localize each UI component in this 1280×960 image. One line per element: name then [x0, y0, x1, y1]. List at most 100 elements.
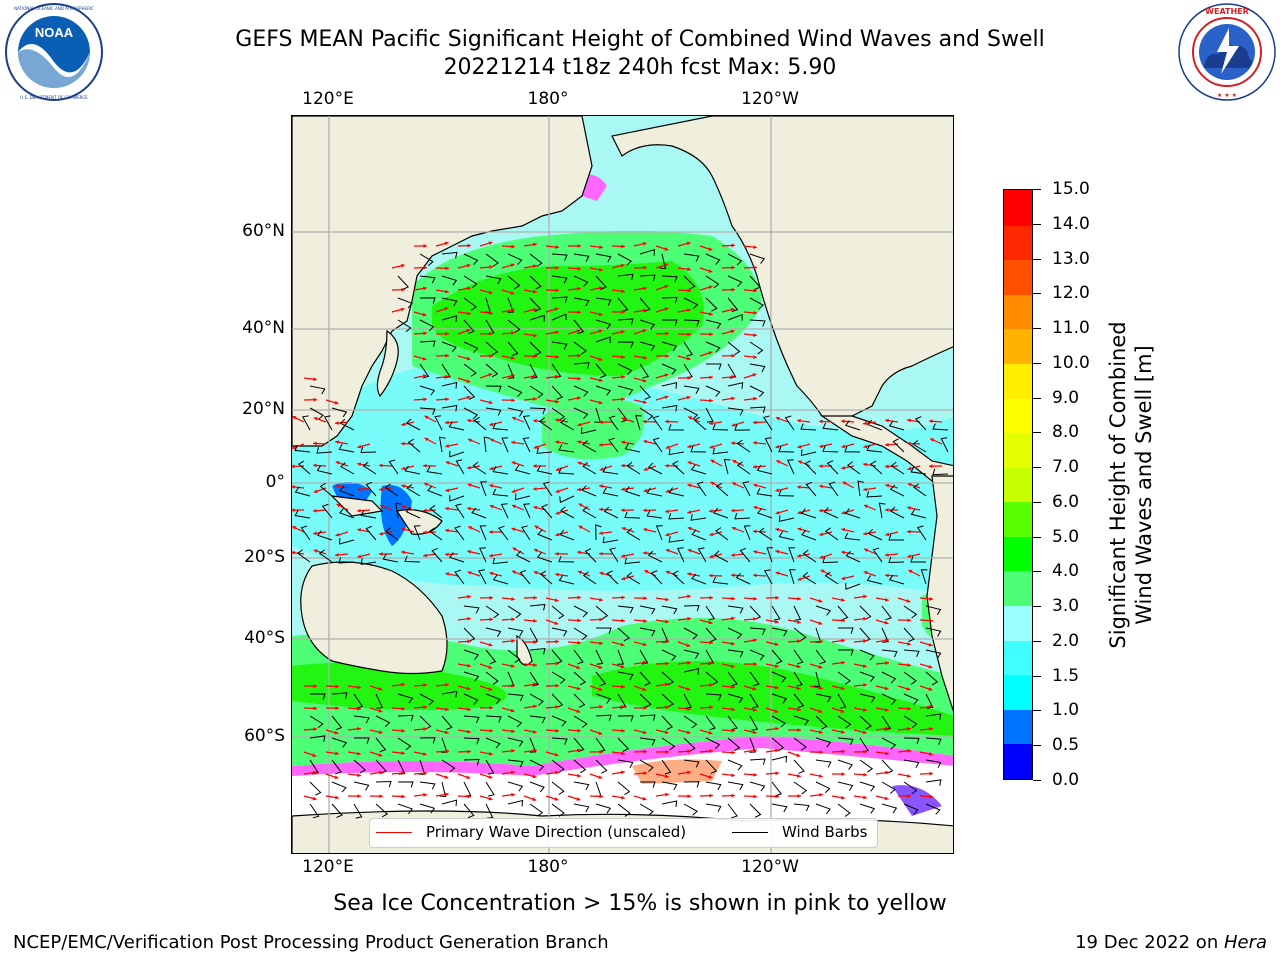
- wave-direction-arrowhead: [907, 418, 911, 423]
- wave-direction-arrowhead: [730, 329, 735, 334]
- wave-direction-arrowhead: [466, 356, 471, 361]
- wave-direction-arrowhead: [665, 354, 669, 358]
- colorbar-tick: [1033, 745, 1041, 747]
- wind-barb: [297, 460, 311, 475]
- wind-barb: [573, 297, 590, 307]
- wave-direction-arrowhead: [796, 773, 801, 778]
- wind-barb: [529, 275, 542, 290]
- wind-barb: [529, 385, 544, 399]
- wave-direction-arrowhead: [752, 686, 757, 691]
- wind-barb: [727, 737, 741, 752]
- wave-direction-arrowhead: [863, 594, 867, 599]
- footer-machine: Hera: [1223, 932, 1267, 953]
- wave-direction-arrowhead: [313, 397, 317, 402]
- wind-barb: [866, 575, 883, 585]
- wind-barb: [844, 508, 861, 519]
- wave-direction-arrowhead: [797, 418, 801, 423]
- wave-direction-arrowhead: [511, 617, 515, 622]
- wind-barb: [507, 319, 521, 334]
- wind-barb: [764, 437, 773, 453]
- wave-direction-arrowhead: [907, 794, 911, 799]
- wave-direction-arrowhead: [555, 639, 559, 644]
- wind-barb: [521, 525, 531, 541]
- wave-direction-arrowhead: [467, 465, 471, 470]
- wave-direction-arrowhead: [731, 750, 735, 755]
- wave-direction-arrowhead: [906, 686, 911, 691]
- wave-direction-arrowhead: [753, 748, 757, 753]
- wind-barb: [661, 693, 675, 708]
- wind-barb: [536, 465, 553, 475]
- wind-barb: [485, 671, 499, 685]
- wind-barb: [912, 483, 927, 497]
- wave-direction-arrowhead: [577, 266, 581, 271]
- wave-direction-arrowhead: [532, 774, 537, 779]
- wave-direction-arrowhead: [819, 444, 824, 448]
- wind-barb: [463, 693, 479, 705]
- wave-direction-arrowhead: [885, 418, 889, 423]
- wave-direction-arrowhead: [334, 730, 339, 735]
- wind-barb: [822, 556, 839, 564]
- wave-direction-arrowhead: [335, 751, 339, 756]
- wind-barb: [471, 507, 487, 519]
- wind-barb: [743, 525, 751, 541]
- colorbar-tick: [1033, 223, 1041, 225]
- lat-label-20s: 20°S: [244, 547, 285, 567]
- wave-direction-arrowhead: [665, 597, 669, 602]
- wind-barb: [672, 570, 685, 585]
- wave-direction-arrowhead: [555, 265, 559, 270]
- wave-direction-arrowhead: [621, 463, 625, 468]
- wave-direction-arrowhead: [401, 466, 406, 471]
- wave-direction-arrowhead: [796, 664, 801, 669]
- wind-barb: [485, 627, 502, 637]
- wind-barb: [736, 439, 751, 453]
- wave-direction-arrowhead: [775, 527, 780, 532]
- wave-direction-arrowhead: [621, 375, 625, 379]
- colorbar-segment: [1004, 294, 1032, 330]
- wind-barb: [500, 503, 509, 519]
- wave-direction-arrowhead: [686, 395, 691, 400]
- wind-barb: [485, 253, 499, 267]
- wind-barb: [529, 715, 546, 724]
- wind-barb: [463, 803, 475, 819]
- wind-barb: [639, 781, 656, 788]
- wind-barb: [617, 759, 634, 769]
- colorbar-tick: [1033, 362, 1041, 364]
- wind-barb: [595, 363, 607, 379]
- wave-direction-arrowhead: [687, 461, 692, 465]
- colorbar-tick: [1033, 675, 1041, 677]
- wind-barb: [507, 341, 519, 357]
- wave-direction-arrowhead: [423, 683, 427, 688]
- wave-direction-arrowhead: [687, 594, 691, 599]
- wave-direction-arrowhead: [533, 595, 537, 600]
- wind-barb: [426, 466, 443, 475]
- wave-direction-arrowhead: [687, 375, 691, 380]
- wave-direction-arrowhead: [863, 531, 867, 536]
- wave-direction-arrowhead: [930, 438, 935, 442]
- wave-direction-arrowhead: [599, 531, 603, 536]
- colorbar-tick: [1033, 640, 1041, 642]
- wave-direction-arrowhead: [686, 308, 691, 313]
- wind-barb: [595, 714, 612, 722]
- wind-barb: [705, 737, 721, 750]
- wave-direction-arrowhead: [665, 509, 669, 514]
- wind-barb: [756, 465, 773, 475]
- wind-barb: [485, 363, 499, 378]
- wind-barb: [705, 363, 722, 370]
- wind-barb: [705, 715, 716, 731]
- wave-direction-arrowhead: [708, 730, 713, 735]
- wave-direction-arrowhead: [732, 482, 737, 486]
- wave-direction-arrowhead: [885, 464, 889, 469]
- wave-direction-arrowhead: [908, 569, 913, 574]
- wave-direction-arrowhead: [466, 263, 471, 268]
- wind-barb: [441, 715, 453, 731]
- wind-barb: [507, 799, 524, 807]
- wind-barb: [294, 486, 311, 497]
- wind-barb: [582, 440, 597, 453]
- wind-barb: [602, 487, 619, 497]
- wind-barb: [529, 603, 546, 611]
- colorbar: [1003, 189, 1033, 780]
- wave-direction-arrowhead: [752, 707, 757, 712]
- wind-barb: [573, 649, 584, 665]
- wind-barb: [529, 297, 542, 312]
- wind-barb: [869, 460, 883, 475]
